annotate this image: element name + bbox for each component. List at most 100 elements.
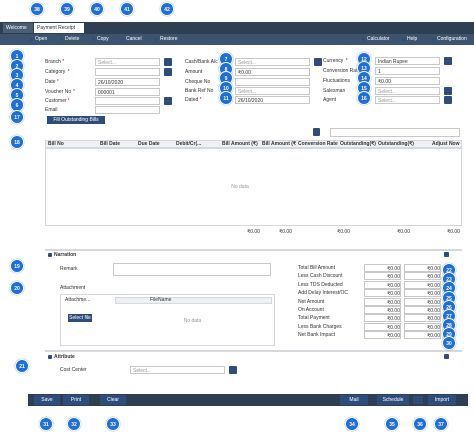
total-value: ₹0.00 [364,314,401,323]
total-label: On Account [298,307,324,313]
field-input[interactable] [95,97,160,105]
toolbar-button[interactable]: Open [35,36,48,42]
field-input[interactable]: ₹0.00 [375,77,440,85]
cost-center-label: Cost Center [60,367,87,373]
total-value: ₹0.00 [404,306,441,314]
required-mark: * [345,58,348,64]
toolbar-icon [30,38,33,41]
field-input[interactable]: 26/10/2020 [95,78,160,86]
callout: 20 [10,281,24,295]
grid-column: Outstanding(₹) [378,141,414,147]
required-mark: * [73,89,75,95]
footer-icon[interactable] [413,396,423,404]
total-value: ₹0.00 [364,331,401,340]
field-input[interactable]: 26/10/2020 [235,96,310,104]
footer-button[interactable]: Import [428,395,456,405]
footer-button[interactable]: Clear [100,395,126,405]
total-value: ₹0.00 [404,331,441,340]
grid-column: Outstanding(₹) [340,141,376,147]
toolbar-button[interactable]: Delete [65,36,80,42]
callout: 33 [106,417,120,431]
field-input[interactable]: Select... [235,87,310,95]
callout: 41 [120,2,134,16]
callout: 16 [357,91,371,105]
remark-label: Remark [60,266,78,272]
footer-button[interactable]: Schedule [377,395,409,405]
field-input[interactable]: 000001 [95,88,160,96]
footer-button[interactable]: Print [63,395,89,405]
section-title: Narration [54,252,77,258]
callout: 32 [67,417,81,431]
grid-search[interactable] [330,128,460,137]
field-button[interactable] [164,58,172,66]
grid-tool[interactable] [313,128,320,136]
field-button[interactable] [444,96,452,104]
toolbar-button[interactable]: Cancel [126,36,142,42]
field-input[interactable]: Select... [235,58,310,66]
grid-body [45,148,462,226]
toolbar-button[interactable]: Restore [160,36,178,42]
field-input[interactable]: Select... [95,58,160,66]
field-input[interactable] [95,68,160,76]
fill-button[interactable]: Fill Outstanding Bills [47,116,105,124]
toolbar-icon [362,38,365,41]
select-file[interactable]: Select file [68,314,92,322]
field-input[interactable] [95,106,160,114]
toolbar-icon [60,38,63,41]
callout: 19 [10,259,24,273]
total-value: ₹0.00 [404,280,441,289]
field-label: Currency [323,58,344,64]
attach-empty: No data [183,318,202,324]
section-icon [48,355,52,359]
callout: 21 [15,359,29,373]
tab-bar [0,22,474,34]
grid-column: Conversion Rate [298,141,338,147]
field-button[interactable] [314,58,322,66]
tab[interactable]: Payment Receipt [34,23,84,33]
required-mark: * [67,98,70,104]
tab[interactable]: Welcome [3,23,33,33]
toolbar-button[interactable]: Copy [97,36,109,42]
grid-column: Debit/Cr(... [176,141,202,147]
field-button[interactable] [444,87,452,95]
field-label: Fluctuations [323,78,350,84]
field-button[interactable] [229,366,237,374]
callout: 34 [345,417,359,431]
footer-button[interactable]: Save [34,395,60,405]
grid-total: ₹0.00 [337,229,350,235]
footer-button[interactable]: Mail [340,395,368,405]
grid-column: Bill Amount (₹) [262,141,296,147]
settings-icon[interactable] [444,354,449,359]
field-input[interactable]: 1 [375,67,440,75]
toolbar-button[interactable]: Calculator [367,36,390,42]
total-value: ₹0.00 [364,306,401,314]
attach-header [115,297,272,304]
section-line [45,350,462,352]
field-label: Email [45,107,58,113]
field-label: Branch [45,59,61,65]
field-label: Cheque No [185,79,211,85]
field-button[interactable] [164,68,172,76]
total-value: ₹0.00 [404,314,441,323]
field-input[interactable]: Select... [375,96,440,104]
required-mark: * [62,59,65,65]
callout: 35 [385,417,399,431]
field-label: Category [45,69,66,75]
callout: 36 [413,417,427,431]
remark-input[interactable] [113,263,271,276]
toolbar-button[interactable]: Help [407,36,418,42]
total-label: Net Amount [298,298,325,305]
field-input[interactable]: ₹0.00 [235,68,310,76]
field-button[interactable] [164,97,172,105]
field-input[interactable]: Indian Rupee [375,57,440,65]
cost-center-input[interactable]: Select... [130,366,225,374]
field-input[interactable]: Select... [375,87,440,95]
field-input[interactable] [235,78,310,86]
field-button[interactable] [444,57,452,65]
settings-icon[interactable] [444,252,449,257]
toolbar-button[interactable]: Configuration [437,36,467,42]
total-label: Total Bill Amount [298,265,335,271]
field-label: Dated [185,97,199,103]
field-label: Agent [323,97,337,103]
